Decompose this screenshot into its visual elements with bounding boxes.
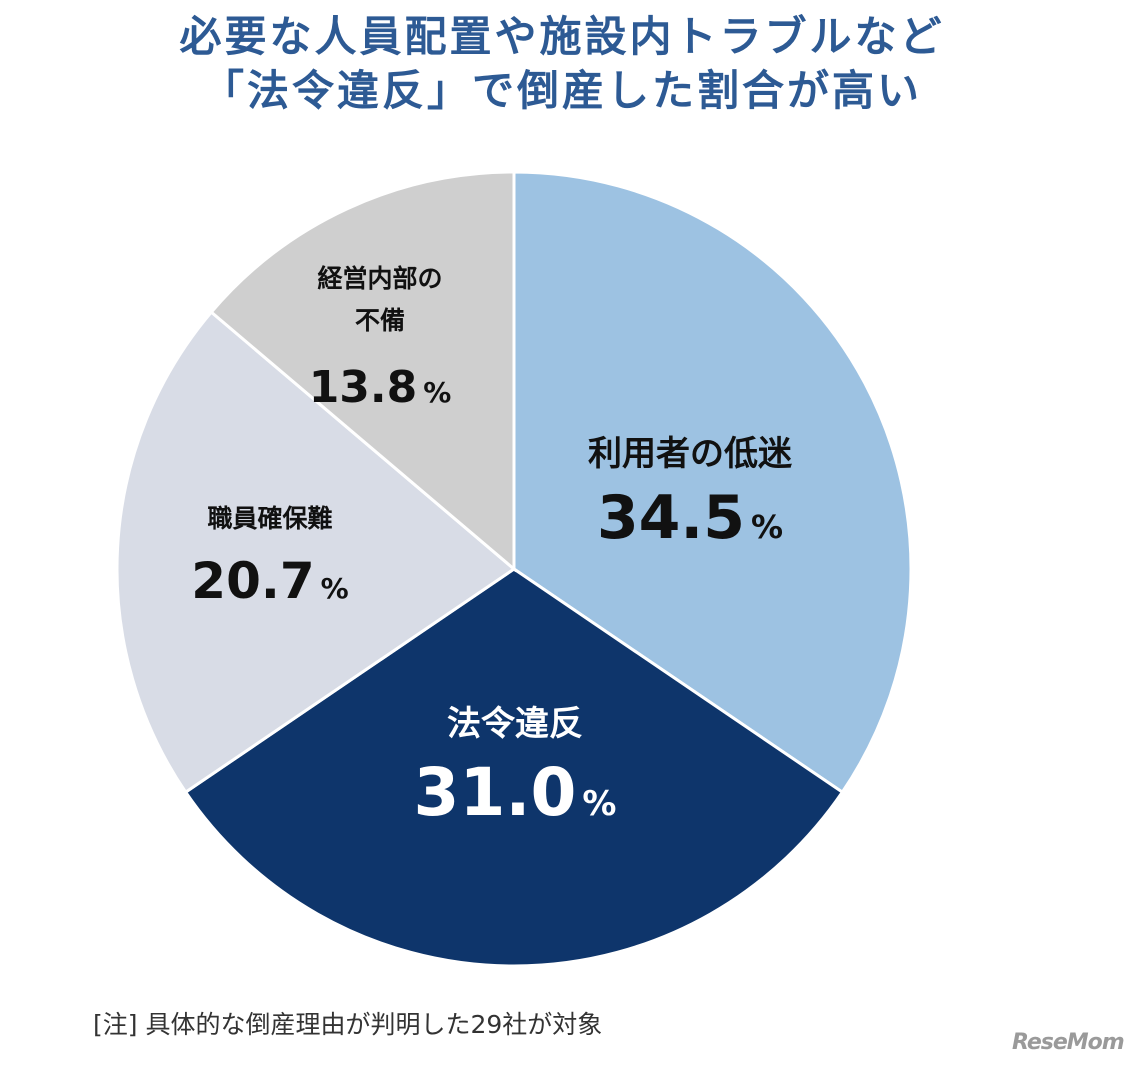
resemom-logo: ReseMom	[1012, 1030, 1124, 1055]
slice-value-label-3: 20.7%	[191, 552, 348, 610]
slice-category-label-4-line-1: 経営内部の	[317, 264, 442, 293]
footnote: [注] 具体的な倒産理由が判明した29社が対象	[93, 1010, 603, 1039]
chart-title-line-2: 「法令違反」で倒産した割合が高い	[201, 66, 922, 115]
chart-title-line-1: 必要な人員配置や施設内トラブルなど	[179, 12, 945, 61]
slice-category-label-1: 利用者の低迷	[588, 434, 793, 474]
pie-slice-4	[209, 170, 516, 573]
slice-category-label-3: 職員確保難	[207, 504, 332, 533]
chart-title: 必要な人員配置や施設内トラブルなど 「法令違反」で倒産した割合が高い	[0, 10, 1124, 118]
slice-category-label-2: 法令違反	[447, 704, 583, 744]
pie-slice-3	[115, 310, 517, 795]
pie-slice-2	[183, 567, 845, 968]
slice-category-label-4-line-2: 不備	[355, 306, 405, 335]
slice-value-label-4: 13.8%	[309, 362, 452, 413]
slice-value-label-1: 34.5%	[597, 483, 783, 553]
pie-slice-1	[512, 170, 913, 795]
slice-value-label-2: 31.0%	[414, 754, 617, 831]
